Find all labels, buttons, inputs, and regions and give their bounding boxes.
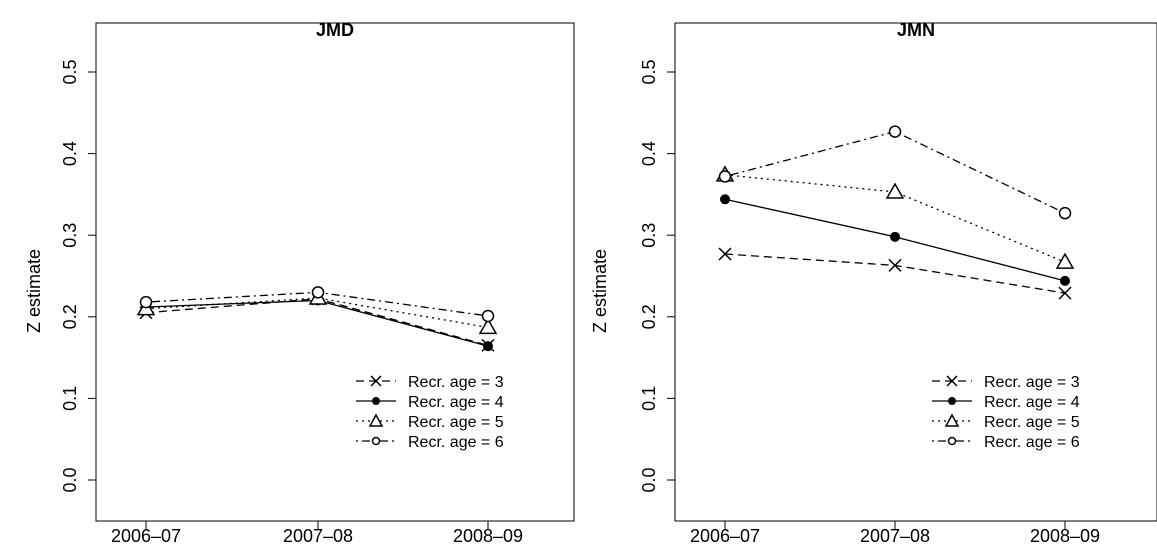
x-tick-label: 2007–08 [860,526,930,546]
data-point-age-3 [1058,286,1072,300]
legend-marker [370,375,382,387]
series-line-age-3 [724,253,1066,294]
x-tick-label: 2008–09 [1030,526,1100,546]
legend: Recr. age = 3 Recr. age = 4 Recr. age = 5 R… [356,374,504,451]
data-point-age-5 [1055,252,1075,269]
data-point-age-4 [483,341,493,352]
plot-frame [674,22,1157,522]
chart-title: JMN [897,20,935,40]
plot-frame [95,22,575,522]
x-tick-label: 2006–07 [111,526,181,546]
legend-marker [947,436,957,446]
data-point-age-6 [311,286,325,299]
legend-marker [368,413,384,427]
legend-label: Recr. age = 5 [984,414,1080,431]
data-point-age-6 [139,295,153,309]
legend-label: Recr. age = 3 [408,374,504,391]
data-point-age-4 [890,231,900,242]
y-tick-label: 0.1 [639,386,659,411]
x-tick-label: 2007–08 [283,526,353,546]
legend-marker [946,375,958,387]
chart-panel-1: JMD 0.0 0.1 0.2 0.3 0.4 0.5 Z estimate 2006–07 20… [24,20,575,546]
legend: Recr. age = 3 Recr. age = 4 Recr. age = 5 R… [932,374,1080,451]
y-tick-label: 0.5 [639,59,659,84]
legend-marker [944,413,960,427]
legend-label: Recr. age = 6 [408,434,504,451]
data-point-age-6 [1058,206,1072,220]
y-tick-label: 0.1 [60,386,80,411]
legend-label: Recr. age = 4 [984,394,1080,411]
data-point-age-3 [888,258,902,272]
legend-marker [372,397,380,405]
y-tick-label: 0.3 [60,223,80,248]
y-axis-label: Z estimate [590,249,610,333]
chart-panel-2: JMN 0.0 0.1 0.2 0.3 0.4 0.5 Z estimate 2006–07 20… [590,20,1157,546]
legend-label: Recr. age = 5 [408,414,504,431]
series-line-age-3 [145,298,489,346]
data-point-age-5 [885,182,905,199]
y-tick-label: 0.5 [60,59,80,84]
y-tick-label: 0.3 [639,223,659,248]
chart-title: JMD [316,20,354,40]
y-tick-label: 0.0 [60,467,80,492]
y-tick-label: 0.2 [60,304,80,329]
legend-label: Recr. age = 6 [984,434,1080,451]
data-point-age-4 [720,194,730,205]
data-point-age-6 [718,170,732,183]
legend-label: Recr. age = 4 [408,394,504,411]
data-point-age-6 [481,309,495,323]
series-line-age-6 [724,130,1066,214]
x-tick-label: 2006–07 [690,526,760,546]
legend-label: Recr. age = 3 [984,374,1080,391]
data-point-age-6 [888,125,902,138]
data-point-age-4 [1060,275,1070,286]
y-tick-label: 0.4 [60,141,80,166]
legend-marker [948,397,956,405]
y-tick-label: 0.4 [639,141,659,166]
data-point-age-5 [478,317,498,335]
series-line-age-4 [145,299,489,347]
data-point-age-3 [718,247,732,261]
legend-marker [371,436,381,446]
x-tick-label: 2008–09 [453,526,523,546]
y-tick-label: 0.0 [639,467,659,492]
y-axis-label: Z estimate [24,249,44,333]
y-tick-label: 0.2 [639,304,659,329]
